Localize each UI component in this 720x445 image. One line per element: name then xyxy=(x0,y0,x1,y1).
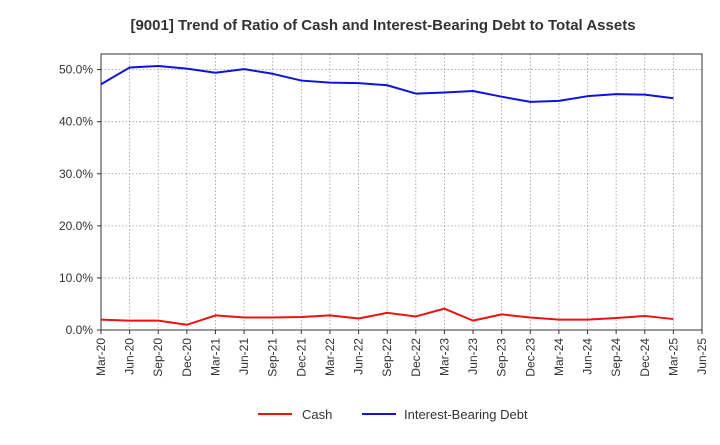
grid-lines xyxy=(101,54,702,331)
x-tick-label: Dec-21 xyxy=(294,338,308,377)
x-tick-label: Sep-23 xyxy=(495,338,509,377)
x-tick-label: Mar-22 xyxy=(323,338,337,376)
x-tick-label: Sep-20 xyxy=(151,338,165,377)
chart-title: [9001] Trend of Ratio of Cash and Intere… xyxy=(130,17,635,34)
y-tick-label: 40.0% xyxy=(59,115,93,129)
series-layer xyxy=(100,64,674,326)
plot-frame xyxy=(100,53,703,331)
x-tick-label: Mar-23 xyxy=(437,338,451,376)
legend: Cash Interest-Bearing Debt xyxy=(258,407,528,422)
x-tick-label: Dec-23 xyxy=(523,338,537,377)
debt-series-line xyxy=(100,64,674,103)
x-tick-label: Dec-24 xyxy=(638,338,652,377)
x-axis: Mar-20 Jun-20 Sep-20 Dec-20 Mar-21 Jun-21 Sep-… xyxy=(94,330,709,377)
x-tick-label: Mar-20 xyxy=(94,338,108,376)
x-tick-label: Mar-25 xyxy=(666,338,680,376)
y-tick-label: 10.0% xyxy=(59,271,93,285)
y-tick-label: 50.0% xyxy=(59,63,93,77)
y-tick-label: 0.0% xyxy=(66,323,94,337)
x-tick-label: Sep-21 xyxy=(266,338,280,377)
x-tick-label: Jun-21 xyxy=(237,338,251,375)
x-tick-label: Sep-22 xyxy=(380,338,394,377)
legend-label: Cash xyxy=(302,407,332,422)
y-axis: 0.0% 10.0% 20.0% 30.0% 40.0% 50.0% xyxy=(59,63,101,337)
legend-label: Interest-Bearing Debt xyxy=(404,407,528,422)
cash-series-line xyxy=(100,307,674,326)
x-tick-label: Dec-20 xyxy=(180,338,194,377)
y-tick-label: 20.0% xyxy=(59,219,93,233)
x-tick-label: Jun-25 xyxy=(695,338,709,375)
y-tick-label: 30.0% xyxy=(59,167,93,181)
x-tick-label: Sep-24 xyxy=(609,338,623,377)
x-tick-label: Mar-24 xyxy=(552,338,566,376)
x-tick-label: Jun-23 xyxy=(466,338,480,375)
x-tick-label: Jun-24 xyxy=(581,338,595,375)
x-tick-label: Jun-22 xyxy=(352,338,366,375)
x-tick-label: Dec-22 xyxy=(409,338,423,377)
x-tick-label: Mar-21 xyxy=(208,338,222,376)
x-tick-label: Jun-20 xyxy=(123,338,137,375)
